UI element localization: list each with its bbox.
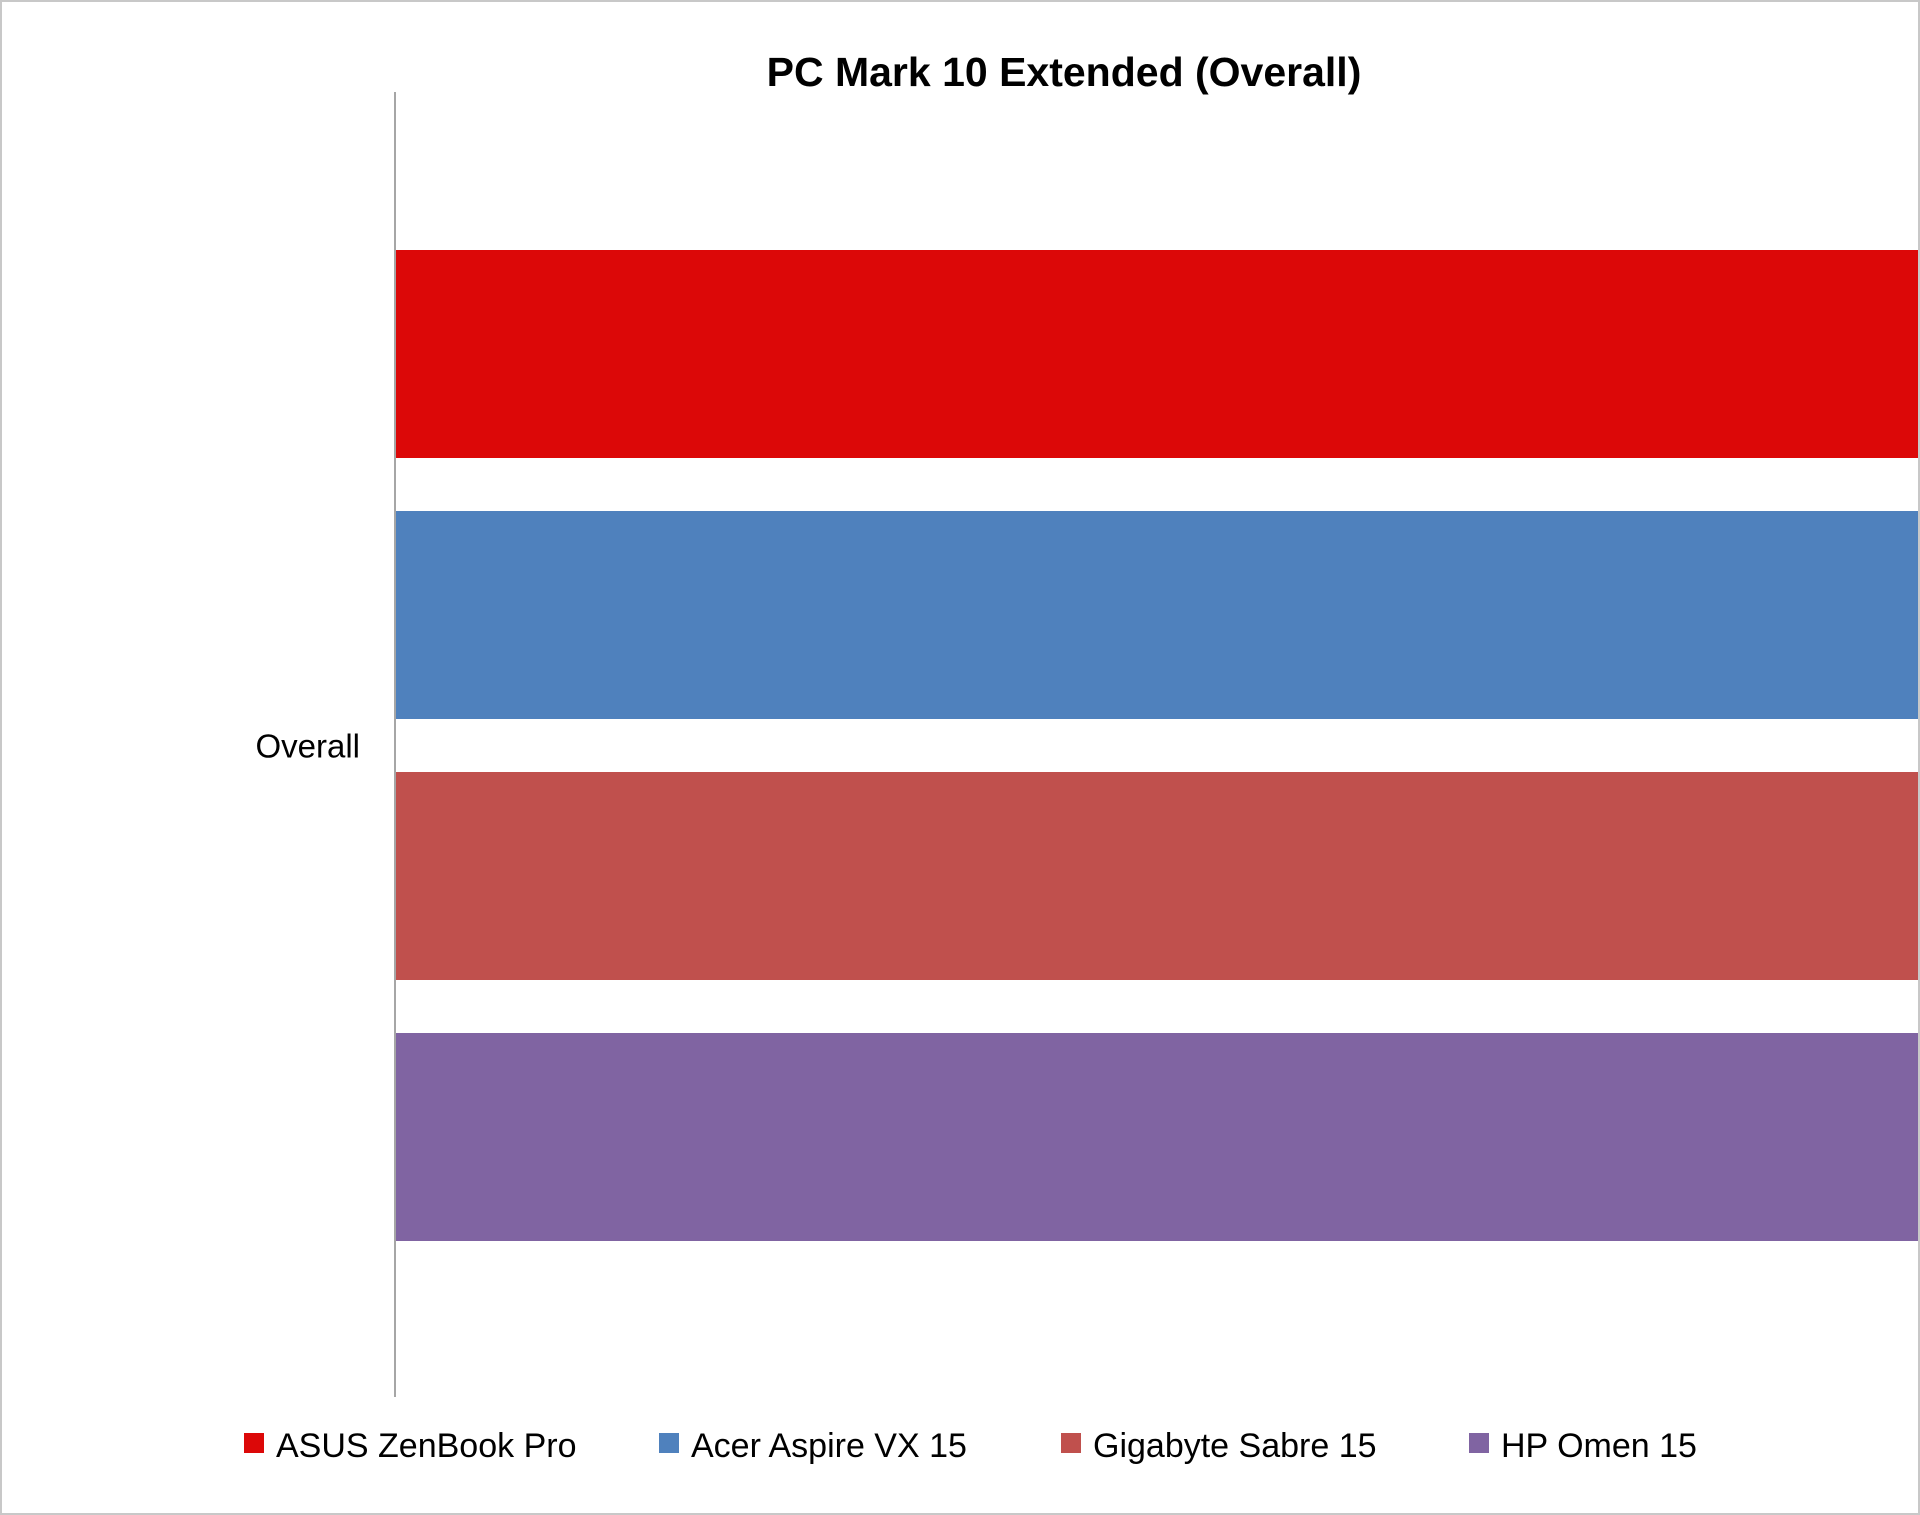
legend: ASUS ZenBook Pro Acer Aspire VX 15 Gigabyt… — [244, 1427, 1697, 1465]
category-labels: Overall — [255, 728, 360, 765]
legend-label: Gigabyte Sabre 15 — [1093, 1427, 1377, 1465]
bar-gigabyte-sabre-15 — [396, 772, 1918, 980]
category-label: Overall — [255, 728, 360, 765]
legend-swatch — [659, 1433, 679, 1453]
chart-title: PC Mark 10 Extended (Overall) — [767, 49, 1362, 95]
legend-label: Acer Aspire VX 15 — [691, 1427, 967, 1465]
legend-swatch — [244, 1433, 264, 1453]
bar-asus-zenbook-pro — [396, 250, 1918, 458]
legend-label: ASUS ZenBook Pro — [276, 1427, 576, 1465]
bars-group: 4761478446864677 — [396, 250, 1918, 1241]
legend-swatch — [1061, 1433, 1081, 1453]
legend-label: HP Omen 15 — [1501, 1427, 1697, 1465]
bar-hp-omen-15 — [396, 1033, 1918, 1241]
legend-swatch — [1469, 1433, 1489, 1453]
bar-acer-aspire-vx-15 — [396, 511, 1918, 719]
